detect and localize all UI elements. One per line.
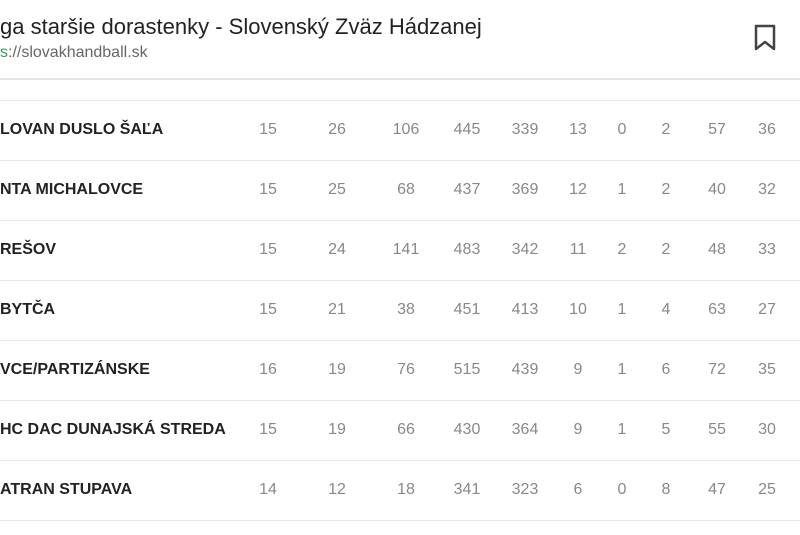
stat-cell: 25 (758, 481, 776, 498)
page-url[interactable]: s://slovakhandball.sk (0, 44, 148, 62)
team-name: NTA MICHALOVCE (0, 181, 144, 198)
stat-cell: 26 (328, 121, 346, 138)
stat-cell: 14 (259, 481, 277, 498)
stat-cell: 15 (259, 181, 277, 198)
team-name: LOVAN DUSLO ŠAĽA (0, 121, 164, 138)
bookmark-button[interactable] (753, 24, 777, 52)
stat-cell: 141 (392, 241, 420, 258)
stat-cell: 16 (259, 361, 277, 378)
stat-cell: 68 (397, 181, 415, 198)
stat-cell: 2 (661, 121, 671, 138)
stat-cell: 76 (397, 361, 415, 378)
stat-cell: 323 (511, 481, 539, 498)
stat-cell: 36 (758, 121, 776, 138)
stat-cell: 10 (569, 301, 587, 318)
stat-cell: 8 (661, 481, 671, 498)
stat-cell: 483 (453, 241, 481, 258)
stat-cell: 6 (661, 361, 671, 378)
stat-cell: 35 (758, 361, 776, 378)
stat-cell: 445 (453, 121, 481, 138)
stat-cell: 369 (511, 181, 539, 198)
stat-cell: 19 (328, 421, 346, 438)
stat-cell: 1 (617, 301, 627, 318)
table-row: LOVAN DUSLO ŠAĽA 15 26 106 445 339 13 0 2 57 36 (0, 100, 800, 161)
stat-cell: 33 (758, 241, 776, 258)
team-name: BYTČA (0, 301, 56, 318)
stat-cell: 2 (661, 241, 671, 258)
stat-cell: 0 (617, 121, 627, 138)
stat-cell: 27 (758, 301, 776, 318)
table-row: NTA MICHALOVCE 15 25 68 437 369 12 1 2 40 32 (0, 160, 800, 221)
stat-cell: 451 (453, 301, 481, 318)
stat-cell: 2 (617, 241, 627, 258)
stat-cell: 24 (328, 241, 346, 258)
stat-cell: 339 (511, 121, 539, 138)
stat-cell: 40 (708, 181, 726, 198)
table-row: HC DAC DUNAJSKÁ STREDA 15 19 66 430 364 9 1 5 55 3… (0, 400, 800, 461)
stat-cell: 341 (453, 481, 481, 498)
stat-cell: 55 (708, 421, 726, 438)
stat-cell: 1 (617, 181, 627, 198)
url-host: ://slovakhandball.sk (8, 44, 148, 61)
stat-cell: 15 (259, 121, 277, 138)
stat-cell: 430 (453, 421, 481, 438)
team-name: VCE/PARTIZÁNSKE (0, 361, 150, 378)
stat-cell: 48 (708, 241, 726, 258)
stat-cell: 0 (617, 481, 627, 498)
stat-cell: 15 (259, 421, 277, 438)
stat-cell: 364 (511, 421, 539, 438)
stat-cell: 32 (758, 181, 776, 198)
table-row: ATRAN STUPAVA 14 12 18 341 323 6 0 8 47 25 (0, 460, 800, 521)
stat-cell: 63 (708, 301, 726, 318)
team-name: REŠOV (0, 241, 57, 258)
stat-cell: 437 (453, 181, 481, 198)
stat-cell: 38 (397, 301, 415, 318)
stat-cell: 1 (617, 421, 627, 438)
stat-cell: 5 (661, 421, 671, 438)
team-name: ATRAN STUPAVA (0, 481, 133, 498)
stat-cell: 6 (573, 481, 583, 498)
browser-header: ga staršie dorastenky - Slovenský Zväz H… (0, 0, 800, 80)
stat-cell: 47 (708, 481, 726, 498)
stat-cell: 413 (511, 301, 539, 318)
stat-cell: 25 (328, 181, 346, 198)
page-title: ga staršie dorastenky - Slovenský Zväz H… (0, 14, 482, 39)
stat-cell: 72 (708, 361, 726, 378)
stat-cell: 12 (569, 181, 587, 198)
stat-cell: 21 (328, 301, 346, 318)
stat-cell: 4 (661, 301, 671, 318)
stat-cell: 9 (573, 421, 583, 438)
stat-cell: 15 (259, 301, 277, 318)
url-scheme: s (0, 44, 8, 61)
stat-cell: 66 (397, 421, 415, 438)
table-row: REŠOV 15 24 141 483 342 11 2 2 48 33 (0, 220, 800, 281)
stat-cell: 13 (569, 121, 587, 138)
stat-cell: 2 (661, 181, 671, 198)
stat-cell: 342 (511, 241, 539, 258)
stat-cell: 439 (511, 361, 539, 378)
table-row: VCE/PARTIZÁNSKE 16 19 76 515 439 9 1 6 72 35 (0, 340, 800, 401)
table-row: BYTČA 15 21 38 451 413 10 1 4 63 27 (0, 280, 800, 341)
stat-cell: 515 (453, 361, 481, 378)
stat-cell: 11 (569, 241, 587, 258)
team-name: HC DAC DUNAJSKÁ STREDA (0, 421, 226, 438)
stat-cell: 19 (328, 361, 346, 378)
row-divider (0, 40, 800, 101)
stat-cell: 30 (758, 421, 776, 438)
stat-cell: 57 (708, 121, 726, 138)
stat-cell: 1 (617, 361, 627, 378)
stat-cell: 9 (573, 361, 583, 378)
stat-cell: 15 (259, 241, 277, 258)
stat-cell: 12 (328, 481, 346, 498)
stat-cell: 106 (392, 121, 420, 138)
stat-cell: 18 (397, 481, 415, 498)
